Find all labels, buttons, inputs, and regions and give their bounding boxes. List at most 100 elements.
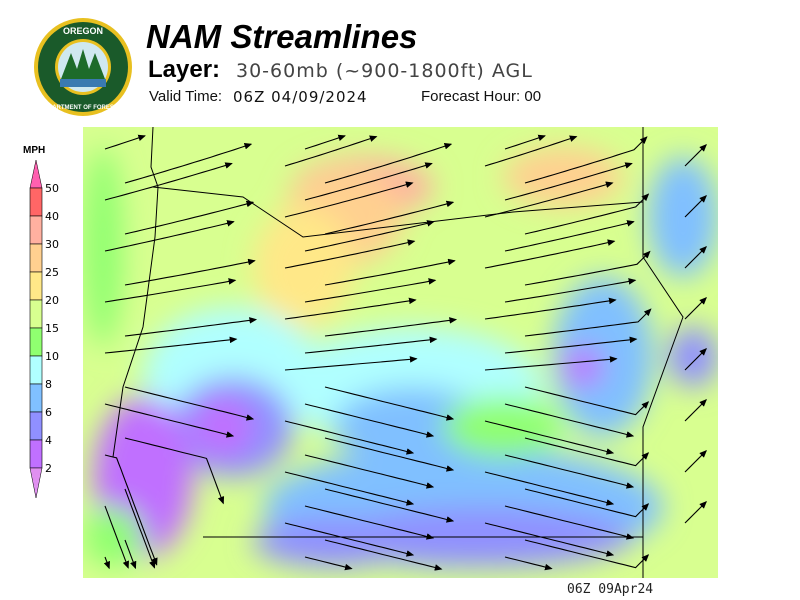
streamline <box>304 556 353 571</box>
streamline <box>304 454 435 489</box>
streamline <box>504 134 546 150</box>
streamline <box>684 297 707 320</box>
footer-timestamp: 06Z 09Apr24 <box>567 582 654 597</box>
streamline <box>284 471 415 506</box>
streamline <box>124 437 225 505</box>
streamline <box>684 348 707 371</box>
page-title: NAM Streamlines <box>146 18 418 55</box>
valid-time-label: Valid Time: <box>149 88 223 105</box>
legend-level-label: 25 <box>45 266 59 279</box>
streamline <box>304 336 438 354</box>
streamline <box>124 258 256 286</box>
wind-speed-region <box>553 277 653 437</box>
coastline <box>112 127 159 458</box>
wind-speed-region <box>83 147 123 347</box>
legend-level-label: 10 <box>45 350 59 363</box>
streamline <box>304 220 435 252</box>
legend-bar <box>29 160 43 499</box>
legend-swatch <box>29 187 43 217</box>
layer-label: Layer: <box>148 56 221 83</box>
streamline <box>484 356 618 371</box>
streamline <box>124 386 255 421</box>
streamline <box>524 437 650 467</box>
wind-speed-region <box>333 387 493 467</box>
legend-swatch <box>29 271 43 301</box>
streamline <box>524 308 652 337</box>
streamline <box>504 454 635 489</box>
wind-speed-region <box>443 397 563 457</box>
streamline <box>524 539 650 569</box>
legend-level-label: 30 <box>45 238 59 251</box>
state-border <box>152 186 644 238</box>
streamline <box>304 134 346 150</box>
state-border-east <box>642 127 684 578</box>
legend-level-label: 20 <box>45 294 59 307</box>
logo-text-top: OREGON <box>63 26 103 36</box>
streamline <box>104 336 238 354</box>
streamline <box>484 239 616 269</box>
streamline <box>324 386 455 421</box>
legend-swatch <box>29 411 43 441</box>
streamline <box>124 317 258 337</box>
legend-level-label: 8 <box>45 378 52 391</box>
streamline <box>484 522 615 557</box>
streamline <box>324 258 456 286</box>
streamline <box>124 539 137 570</box>
streamline <box>304 162 433 201</box>
streamline <box>324 539 443 571</box>
streamline <box>104 403 235 438</box>
streamline <box>524 193 650 235</box>
streamline <box>284 522 415 557</box>
streamline <box>484 297 617 320</box>
streamline <box>524 488 650 518</box>
streamline <box>484 420 615 455</box>
streamline <box>524 136 648 184</box>
streamline <box>104 278 237 303</box>
streamline <box>504 556 553 571</box>
legend-level-label: 6 <box>45 406 52 419</box>
streamline-map <box>83 127 718 578</box>
streamline <box>684 195 707 218</box>
streamline <box>504 403 635 438</box>
wind-speed-region <box>503 147 623 207</box>
streamline <box>684 501 707 524</box>
legend-level-label: 4 <box>45 434 52 447</box>
wind-speed-region <box>563 347 603 387</box>
streamline <box>104 454 158 566</box>
streamline <box>504 162 633 201</box>
legend-level-label: 40 <box>45 210 59 223</box>
legend-level-label: 2 <box>45 462 52 475</box>
streamline <box>524 250 651 286</box>
streamline <box>504 505 635 540</box>
streamline <box>324 200 455 235</box>
oregon-forestry-logo: OREGON DEPARTMENT OF FORESTRY <box>33 17 133 117</box>
legend-swatch <box>29 299 43 329</box>
legend-swatch <box>29 215 43 245</box>
streamline <box>304 278 437 303</box>
layer-value: 30-60mb (~900-1800ft) AGL <box>236 60 533 82</box>
streamline <box>504 220 635 252</box>
streamline <box>324 317 458 337</box>
streamline <box>284 181 414 218</box>
streamline <box>104 162 233 201</box>
streamline <box>124 200 255 235</box>
streamline <box>124 143 253 184</box>
wind-speed-region <box>648 157 718 277</box>
wind-speed-region <box>83 507 143 567</box>
wind-speed-region <box>193 397 253 457</box>
streamline <box>504 336 638 354</box>
legend-level-label: 50 <box>45 182 59 195</box>
streamline <box>124 488 156 569</box>
streamline <box>284 239 416 269</box>
legend-level-label: 15 <box>45 322 59 335</box>
legend-unit: MPH <box>23 145 46 156</box>
streamline <box>684 144 707 167</box>
streamline <box>104 505 129 569</box>
legend-under-arrow <box>29 467 43 499</box>
streamline <box>284 297 417 320</box>
streamline <box>324 143 453 184</box>
logo-text-bottom: DEPARTMENT OF FORESTRY <box>40 105 125 111</box>
streamline <box>284 356 418 371</box>
streamline <box>324 437 455 472</box>
forecast-hour: Forecast Hour: 00 <box>421 88 542 105</box>
